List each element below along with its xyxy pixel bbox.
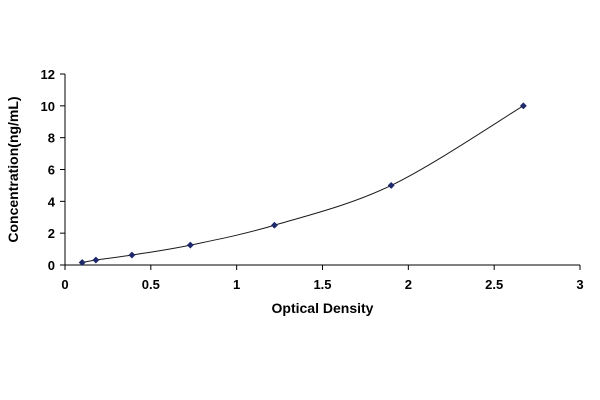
y-tick-label: 12 [41, 67, 55, 82]
y-tick-label: 4 [48, 194, 56, 209]
data-points-layer [78, 102, 527, 267]
data-point [270, 221, 278, 229]
y-tick-label: 10 [41, 99, 55, 114]
y-tick-label: 0 [48, 258, 55, 273]
x-tick-label: 2.5 [485, 277, 503, 292]
y-tick-label: 6 [48, 163, 55, 178]
x-tick-label: 0.5 [142, 277, 160, 292]
x-axis-title: Optical Density [272, 300, 374, 316]
y-tick-label: 8 [48, 131, 55, 146]
y-axis-title: Concentration(ng/mL) [5, 96, 21, 242]
x-tick-label: 0 [61, 277, 68, 292]
trend-curve [82, 105, 524, 264]
x-tick-label: 1.5 [313, 277, 331, 292]
plot-area [64, 74, 580, 266]
data-point [78, 258, 86, 267]
y-tick-label: 2 [48, 226, 55, 241]
data-point [186, 241, 194, 249]
x-tick-label: 2 [405, 277, 412, 292]
x-axis: 0 0.5 1 1.5 2 2.5 3 [61, 265, 584, 292]
x-tick-label: 3 [576, 277, 583, 292]
data-point [519, 102, 527, 110]
x-tick-label: 1 [233, 277, 240, 292]
data-point [128, 251, 136, 259]
y-axis: 0 2 4 6 8 10 12 [41, 67, 65, 273]
trend-curve-layer [82, 105, 524, 264]
data-point [387, 181, 395, 189]
data-point [92, 256, 100, 264]
